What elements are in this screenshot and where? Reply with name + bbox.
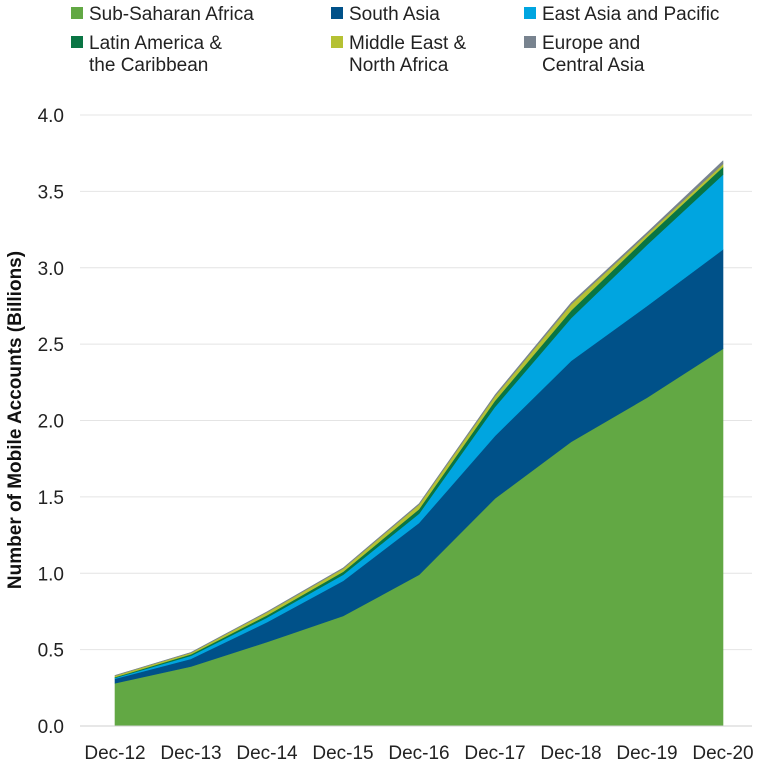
legend-label: Latin America & the Caribbean bbox=[89, 33, 222, 76]
x-axis-ticks: Dec-12 Dec-13 Dec-14 Dec-15 Dec-16 Dec-17 Dec-… bbox=[84, 743, 753, 764]
y-axis-ticks: 0.0 0.5 1.0 1.5 2.0 2.5 3.0 3.5 4.0 bbox=[38, 106, 64, 738]
chart-legend: Sub-Saharan Africa South Asia East Asia an… bbox=[71, 4, 719, 76]
legend-swatch bbox=[524, 7, 536, 19]
legend-item-middle-east-and-north-africa: Middle East & North Africa bbox=[331, 33, 467, 76]
legend-item-europe-and-central-asia: Europe and Central Asia bbox=[524, 33, 645, 76]
legend-label: Middle East & North Africa bbox=[349, 33, 467, 76]
x-tick-label: Dec-15 bbox=[312, 743, 373, 764]
x-tick-label: Dec-18 bbox=[540, 743, 601, 764]
legend-swatch bbox=[331, 7, 343, 19]
y-tick-label: 2.5 bbox=[38, 335, 64, 356]
legend-item-east-asia-and-pacific: East Asia and Pacific bbox=[524, 4, 719, 25]
area-europe-and-central-asia bbox=[114, 160, 724, 676]
x-tick-label: Dec-19 bbox=[616, 743, 677, 764]
x-tick-label: Dec-14 bbox=[236, 743, 298, 764]
y-tick-label: 1.0 bbox=[38, 564, 64, 585]
legend-label: Europe and Central Asia bbox=[542, 33, 645, 76]
legend-swatch bbox=[71, 7, 83, 19]
x-tick-label: Dec-20 bbox=[692, 743, 753, 764]
x-tick-label: Dec-12 bbox=[84, 743, 145, 764]
x-tick-label: Dec-13 bbox=[160, 743, 221, 764]
y-tick-label: 1.5 bbox=[38, 488, 64, 509]
legend-label: East Asia and Pacific bbox=[542, 4, 719, 25]
legend-swatch bbox=[71, 36, 83, 48]
legend-swatch bbox=[524, 36, 536, 48]
y-axis-label: Number of Mobile Accounts (Billions) bbox=[5, 251, 26, 589]
legend-item-south-asia: South Asia bbox=[331, 4, 440, 25]
series-areas bbox=[114, 160, 724, 727]
y-tick-label: 4.0 bbox=[38, 106, 64, 127]
legend-label: South Asia bbox=[349, 4, 440, 25]
gridlines bbox=[80, 114, 752, 651]
y-tick-label: 0.0 bbox=[38, 717, 64, 738]
x-tick-label: Dec-17 bbox=[464, 743, 525, 764]
legend-item-sub-saharan-africa: Sub-Saharan Africa bbox=[71, 4, 254, 25]
legend-item-latin-america-and-the-caribbean: Latin America & the Caribbean bbox=[71, 33, 222, 76]
x-tick-label: Dec-16 bbox=[388, 743, 449, 764]
y-tick-label: 0.5 bbox=[38, 641, 64, 662]
legend-label: Sub-Saharan Africa bbox=[89, 4, 254, 25]
y-tick-label: 2.0 bbox=[38, 412, 64, 433]
y-tick-label: 3.5 bbox=[38, 182, 64, 203]
y-tick-label: 3.0 bbox=[38, 259, 64, 280]
legend-swatch bbox=[331, 36, 343, 48]
